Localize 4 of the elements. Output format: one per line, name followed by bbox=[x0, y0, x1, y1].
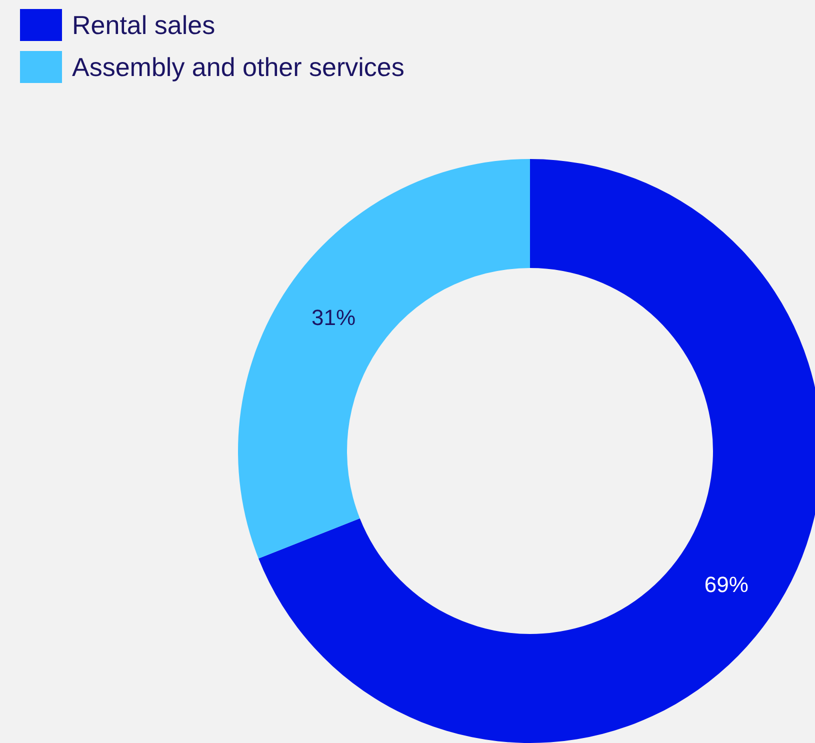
data-label: 31% bbox=[312, 305, 356, 330]
legend-label: Assembly and other services bbox=[72, 52, 404, 82]
data-label: 69% bbox=[704, 572, 748, 597]
legend-label: Rental sales bbox=[72, 10, 216, 40]
